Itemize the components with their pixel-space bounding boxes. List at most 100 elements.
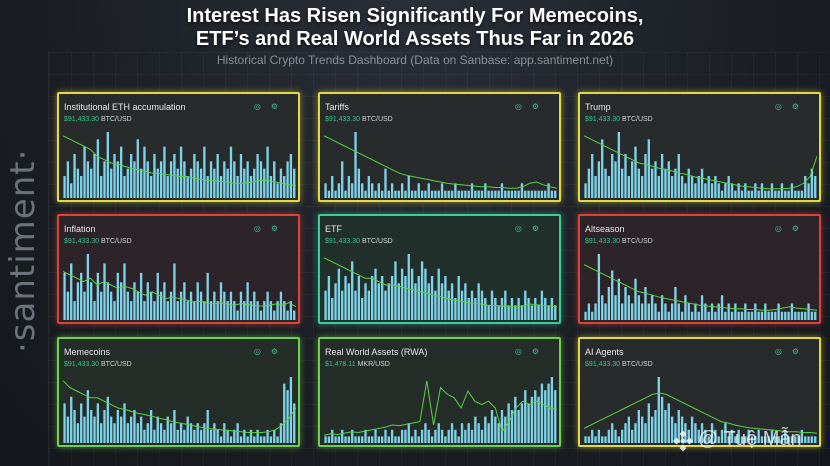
- chart-bar: [136, 423, 139, 443]
- chart-bar: [253, 291, 256, 320]
- chart-bar: [70, 263, 73, 320]
- chart-panel[interactable]: ETF $91,433.30 BTC/USD ◎⚙: [318, 214, 561, 324]
- settings-icon[interactable]: ⚙: [270, 224, 288, 233]
- chart-bar: [263, 301, 266, 320]
- eye-icon[interactable]: ◎: [514, 224, 532, 233]
- eye-icon[interactable]: ◎: [774, 102, 792, 111]
- chart-bar: [734, 303, 737, 320]
- eye-icon[interactable]: ◎: [253, 347, 271, 356]
- settings-icon[interactable]: ⚙: [270, 347, 288, 356]
- settings-icon[interactable]: ⚙: [270, 102, 288, 111]
- chart-bar: [119, 416, 123, 443]
- chart-bar: [390, 183, 394, 198]
- chart-panel[interactable]: AI Agents $91,433.30 BTC/USD ◎⚙: [578, 337, 821, 447]
- chart-panel[interactable]: Tariffs $91,433.30 BTC/USD ◎⚙: [318, 92, 561, 202]
- chart-bar: [354, 436, 357, 443]
- chart-bar: [93, 154, 96, 198]
- chart-bar: [100, 291, 103, 320]
- chart-bar: [327, 276, 331, 320]
- chart-panel[interactable]: Inflation $91,433.30 BTC/USD ◎⚙: [57, 214, 300, 324]
- chart-bar: [507, 190, 510, 198]
- chart-bar: [730, 183, 734, 198]
- chart-bar: [470, 429, 474, 443]
- chart-bar: [246, 161, 249, 198]
- panel-icons: ◎⚙: [254, 224, 288, 233]
- chart-bar: [351, 429, 354, 443]
- chart-bar: [390, 429, 394, 443]
- chart-bar: [364, 283, 367, 320]
- chart-bar: [527, 190, 530, 198]
- chart-bar: [550, 190, 554, 198]
- settings-icon[interactable]: ⚙: [531, 102, 549, 111]
- settings-icon[interactable]: ⚙: [531, 347, 549, 356]
- chart-bar: [784, 190, 787, 198]
- chart-bar: [631, 429, 634, 443]
- chart-panel[interactable]: Real World Assets (RWA) $1,478.11 MKR/USD…: [318, 337, 561, 447]
- chart-bar: [183, 161, 186, 198]
- eye-icon[interactable]: ◎: [774, 224, 792, 233]
- chart-bar: [520, 403, 524, 443]
- chart-bar: [371, 276, 374, 320]
- chart-bar: [384, 290, 387, 320]
- chart-bar: [467, 423, 470, 443]
- chart-bar: [720, 429, 724, 443]
- eye-icon[interactable]: ◎: [514, 102, 532, 111]
- chart-bar: [494, 298, 497, 320]
- price-value: $91,433.30: [64, 238, 100, 245]
- chart-bar: [454, 298, 457, 320]
- chart-bar: [510, 298, 514, 320]
- chart-bar: [437, 423, 440, 443]
- chart-bar: [767, 311, 770, 320]
- chart-bar: [787, 311, 790, 320]
- chart-bar: [547, 305, 550, 320]
- chart-bar: [601, 436, 604, 443]
- settings-icon[interactable]: ⚙: [791, 224, 809, 233]
- chart-bar: [524, 190, 527, 198]
- chart-bar: [594, 176, 597, 198]
- chart-bar: [129, 416, 133, 443]
- settings-icon[interactable]: ⚙: [791, 347, 809, 356]
- chart-bar: [740, 311, 744, 320]
- price-line: [584, 264, 817, 311]
- chart-bar: [283, 176, 286, 198]
- price-value: $91,433.30: [64, 361, 100, 368]
- chart-panel[interactable]: Institutional ETH accumulation $91,433.30…: [57, 92, 300, 202]
- chart-bar: [614, 295, 617, 320]
- chart-bar: [334, 283, 337, 320]
- chart-bar: [390, 276, 394, 320]
- chart-panel[interactable]: Altseason $91,433.30 BTC/USD ◎⚙: [578, 214, 821, 324]
- chart-bar: [246, 436, 249, 443]
- chart-bar: [537, 305, 540, 320]
- chart-panel[interactable]: Trump $91,433.30 BTC/USD ◎⚙: [578, 92, 821, 202]
- chart-bar: [624, 154, 627, 198]
- eye-icon[interactable]: ◎: [253, 224, 271, 233]
- chart-bar: [259, 436, 263, 443]
- chart-bar: [480, 429, 484, 443]
- chart-panel[interactable]: Memecoins $91,433.30 BTC/USD ◎⚙: [57, 337, 300, 447]
- chart-bar: [554, 390, 557, 443]
- chart-bar: [677, 410, 680, 443]
- chart-bar: [784, 429, 787, 443]
- chart-bar: [601, 139, 604, 198]
- settings-icon[interactable]: ⚙: [531, 224, 549, 233]
- panel-title: Memecoins: [64, 347, 111, 357]
- chart-bar: [123, 176, 126, 198]
- chart-bar: [166, 176, 169, 198]
- chart-bar: [113, 154, 116, 198]
- settings-icon[interactable]: ⚙: [791, 102, 809, 111]
- panel-chart: [63, 132, 296, 198]
- chart-bar: [627, 416, 630, 443]
- chart-bar: [697, 311, 700, 320]
- chart-bar: [246, 282, 249, 320]
- eye-icon[interactable]: ◎: [774, 347, 792, 356]
- chart-bar: [163, 282, 166, 320]
- eye-icon[interactable]: ◎: [253, 102, 271, 111]
- chart-bar: [384, 429, 387, 443]
- panel-chart: [324, 132, 557, 198]
- chart-bar: [601, 295, 604, 320]
- chart-bar: [143, 146, 146, 198]
- eye-icon[interactable]: ◎: [514, 347, 532, 356]
- panel-chart: [63, 377, 296, 443]
- chart-bar: [450, 283, 454, 320]
- chart-bar: [183, 282, 186, 320]
